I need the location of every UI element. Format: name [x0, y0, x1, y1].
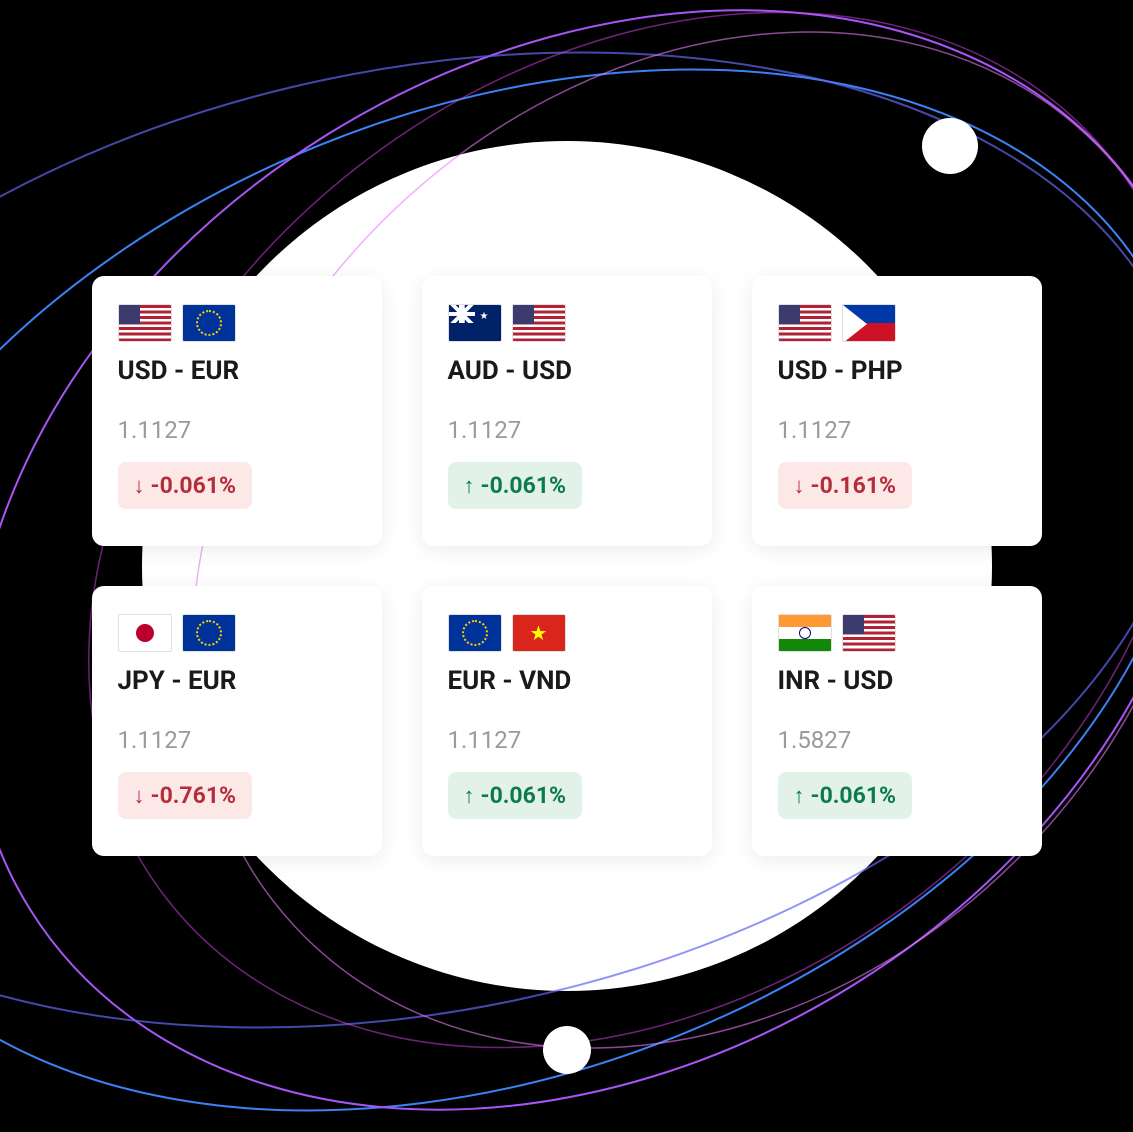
currency-card[interactable]: JPY - EUR 1.1127 ↓ -0.761% [92, 586, 382, 856]
currency-card[interactable]: AUD - USD 1.1127 ↑ -0.061% [422, 276, 712, 546]
arrow-icon: ↑ [464, 473, 475, 499]
arrow-icon: ↓ [134, 473, 145, 499]
flag-from-icon [118, 304, 172, 342]
rate-value: 1.1127 [118, 726, 356, 754]
rate-value: 1.1127 [448, 416, 686, 444]
rate-value: 1.1127 [118, 416, 356, 444]
currency-card[interactable]: INR - USD 1.5827 ↑ -0.061% [752, 586, 1042, 856]
change-value: -0.761% [151, 782, 237, 809]
currency-card[interactable]: USD - PHP 1.1127 ↓ -0.161% [752, 276, 1042, 546]
pair-name: EUR - VND [448, 666, 686, 696]
flag-row [448, 304, 686, 342]
flag-to-icon [512, 304, 566, 342]
flag-row [778, 614, 1016, 652]
flag-row [778, 304, 1016, 342]
dot-bottom-icon [543, 1026, 591, 1074]
pair-name: USD - EUR [118, 356, 356, 386]
rate-value: 1.5827 [778, 726, 1016, 754]
dot-top-icon [922, 118, 978, 174]
pair-name: INR - USD [778, 666, 1016, 696]
flag-from-icon [448, 304, 502, 342]
arrow-icon: ↑ [464, 783, 475, 809]
arrow-icon: ↓ [794, 473, 805, 499]
pair-name: AUD - USD [448, 356, 686, 386]
change-badge: ↓ -0.061% [118, 462, 253, 509]
flag-row [118, 614, 356, 652]
flag-from-icon [448, 614, 502, 652]
change-value: -0.061% [811, 782, 897, 809]
flag-to-icon [512, 614, 566, 652]
change-badge: ↑ -0.061% [448, 462, 583, 509]
flag-row [448, 614, 686, 652]
arrow-icon: ↓ [134, 783, 145, 809]
change-value: -0.061% [481, 782, 567, 809]
rate-value: 1.1127 [448, 726, 686, 754]
change-badge: ↓ -0.761% [118, 772, 253, 819]
flag-to-icon [182, 304, 236, 342]
pair-name: USD - PHP [778, 356, 1016, 386]
currency-card[interactable]: EUR - VND 1.1127 ↑ -0.061% [422, 586, 712, 856]
change-value: -0.161% [811, 472, 897, 499]
arrow-icon: ↑ [794, 783, 805, 809]
currency-card[interactable]: USD - EUR 1.1127 ↓ -0.061% [92, 276, 382, 546]
flag-from-icon [118, 614, 172, 652]
currency-cards-grid: USD - EUR 1.1127 ↓ -0.061% AUD - USD 1.1… [92, 276, 1042, 856]
change-badge: ↓ -0.161% [778, 462, 913, 509]
change-badge: ↑ -0.061% [448, 772, 583, 819]
pair-name: JPY - EUR [118, 666, 356, 696]
change-value: -0.061% [151, 472, 237, 499]
flag-to-icon [842, 304, 896, 342]
change-badge: ↑ -0.061% [778, 772, 913, 819]
rate-value: 1.1127 [778, 416, 1016, 444]
flag-from-icon [778, 304, 832, 342]
flag-row [118, 304, 356, 342]
flag-to-icon [182, 614, 236, 652]
flag-to-icon [842, 614, 896, 652]
change-value: -0.061% [481, 472, 567, 499]
flag-from-icon [778, 614, 832, 652]
